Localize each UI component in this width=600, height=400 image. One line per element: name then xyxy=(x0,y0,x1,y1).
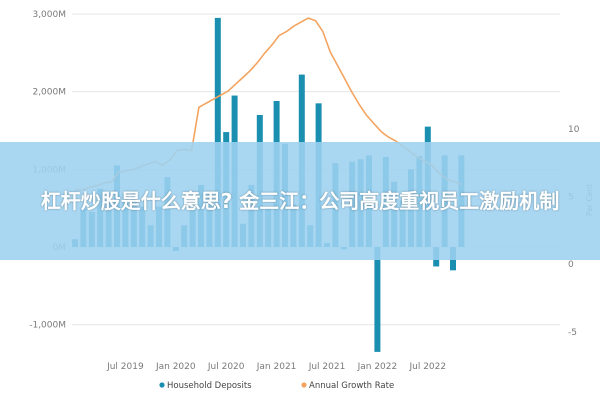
y-left-tick-label: 2,000M xyxy=(32,88,66,98)
title-banner: 杠杆炒股是什么意思? 金三江：公司高度重视员工激励机制 xyxy=(0,142,600,260)
legend-growth-marker xyxy=(301,382,307,388)
banner-title: 杠杆炒股是什么意思? 金三江：公司高度重视员工激励机制 xyxy=(40,189,560,213)
x-tick-label: Jan 2021 xyxy=(256,362,297,372)
x-tick-label: Jan 2020 xyxy=(155,362,196,372)
x-tick-label: Jul 2019 xyxy=(106,362,144,372)
x-tick-label: Jul 2020 xyxy=(207,362,245,372)
y-right-tick-label: -5 xyxy=(568,328,577,338)
legend-deposits-label: Household Deposits xyxy=(167,381,252,391)
legend-growth-label: Annual Growth Rate xyxy=(309,381,394,391)
x-tick-label: Jul 2021 xyxy=(308,362,346,372)
legend-deposits-marker xyxy=(159,382,165,388)
y-left-tick-label: -1,000M xyxy=(29,321,66,331)
x-tick-label: Jan 2022 xyxy=(357,362,398,372)
x-tick-label: Jul 2022 xyxy=(408,362,446,372)
y-right-tick-label: 10 xyxy=(568,125,580,135)
deposit-bar xyxy=(374,247,381,352)
y-right-tick-label: 0 xyxy=(568,260,574,270)
deposit-bar xyxy=(214,17,221,248)
y-left-tick-label: 3,000M xyxy=(32,10,66,20)
